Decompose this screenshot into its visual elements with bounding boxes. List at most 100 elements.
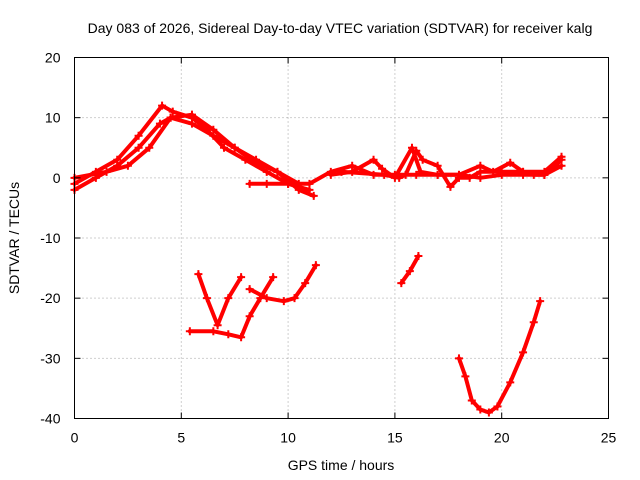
data-point (493, 402, 502, 411)
data-point (380, 170, 389, 179)
data-point (557, 152, 566, 161)
data-point (220, 143, 229, 152)
data-point (433, 161, 442, 170)
y-tick-label: 0 (53, 170, 61, 186)
data-point (134, 143, 143, 152)
series-trace-j (397, 252, 423, 288)
data-point (305, 179, 314, 188)
series-trace-h (185, 273, 278, 342)
data-point (245, 312, 254, 321)
data-point (446, 182, 455, 191)
data-point (378, 164, 387, 173)
series-trace-f (337, 146, 566, 191)
data-point (230, 143, 239, 152)
data-point (497, 167, 506, 176)
data-point (407, 143, 416, 152)
y-axis-label: SDTVAR / TECUs (6, 182, 22, 294)
tick-layer: 0 5 10 15 20 25 -40 -30 -20 -10 0 10 20 (40, 50, 616, 446)
series-line (457, 299, 543, 415)
series-trace-i (245, 261, 320, 306)
data-point (326, 170, 335, 179)
x-tick-label: 10 (280, 430, 296, 446)
data-point (519, 167, 528, 176)
data-point (540, 167, 549, 176)
data-point (397, 279, 406, 288)
data-point (262, 294, 271, 303)
chart-title: Day 083 of 2026, Sidereal Day-to-day VTE… (88, 20, 593, 36)
data-point (529, 318, 538, 327)
data-point (416, 167, 425, 176)
data-point (461, 372, 470, 381)
series-layer (70, 101, 566, 417)
x-tick-label: 15 (387, 430, 403, 446)
data-point (224, 330, 233, 339)
y-tick-label: -30 (40, 350, 60, 366)
y-tick-label: 20 (45, 50, 61, 66)
data-point (245, 285, 254, 294)
data-point (237, 333, 246, 342)
data-point (284, 179, 293, 188)
data-point (412, 146, 421, 155)
x-tick-label: 0 (71, 430, 79, 446)
data-point (269, 273, 278, 282)
series-trace-g (194, 270, 246, 330)
x-tick-label: 25 (601, 430, 617, 446)
data-point (123, 161, 132, 170)
data-point (213, 321, 222, 330)
series-trace-k (454, 297, 545, 417)
data-point (414, 252, 423, 261)
data-point (224, 294, 233, 303)
x-tick-label: 20 (494, 430, 510, 446)
data-point (311, 261, 320, 270)
data-point (202, 294, 211, 303)
y-tick-label: -20 (40, 290, 60, 306)
data-point (262, 179, 271, 188)
data-point (209, 327, 218, 336)
x-tick-label: 5 (177, 430, 185, 446)
data-point (279, 297, 288, 306)
data-point (484, 408, 493, 417)
data-point (369, 155, 378, 164)
data-point (467, 396, 476, 405)
data-point (433, 170, 442, 179)
data-point (412, 170, 421, 179)
data-point (401, 170, 410, 179)
data-point (405, 267, 414, 276)
data-point (465, 173, 474, 182)
data-point (301, 279, 310, 288)
data-point (158, 101, 167, 110)
data-point (168, 107, 177, 116)
data-point (476, 405, 485, 414)
y-tick-label: -40 (40, 411, 60, 427)
data-point (309, 191, 318, 200)
data-point (395, 173, 404, 182)
data-point (536, 297, 545, 306)
data-point (418, 155, 427, 164)
data-point (155, 119, 164, 128)
data-point (506, 158, 515, 167)
data-point (187, 110, 196, 119)
series-trace-c (70, 110, 318, 200)
data-point (290, 294, 299, 303)
data-point (273, 167, 282, 176)
series-line (247, 263, 318, 304)
data-point (252, 158, 261, 167)
data-point (113, 155, 122, 164)
x-axis-label: GPS time / hours (288, 457, 395, 473)
data-point (245, 179, 254, 188)
data-point (185, 327, 194, 336)
data-point (134, 131, 143, 140)
data-point (194, 270, 203, 279)
data-point (102, 167, 111, 176)
data-point (337, 167, 346, 176)
data-point (506, 378, 515, 387)
data-point (209, 125, 218, 134)
data-point (145, 143, 154, 152)
data-point (476, 167, 485, 176)
data-point (454, 354, 463, 363)
y-tick-label: 10 (45, 110, 61, 126)
data-point (237, 273, 246, 282)
data-point (519, 348, 528, 357)
